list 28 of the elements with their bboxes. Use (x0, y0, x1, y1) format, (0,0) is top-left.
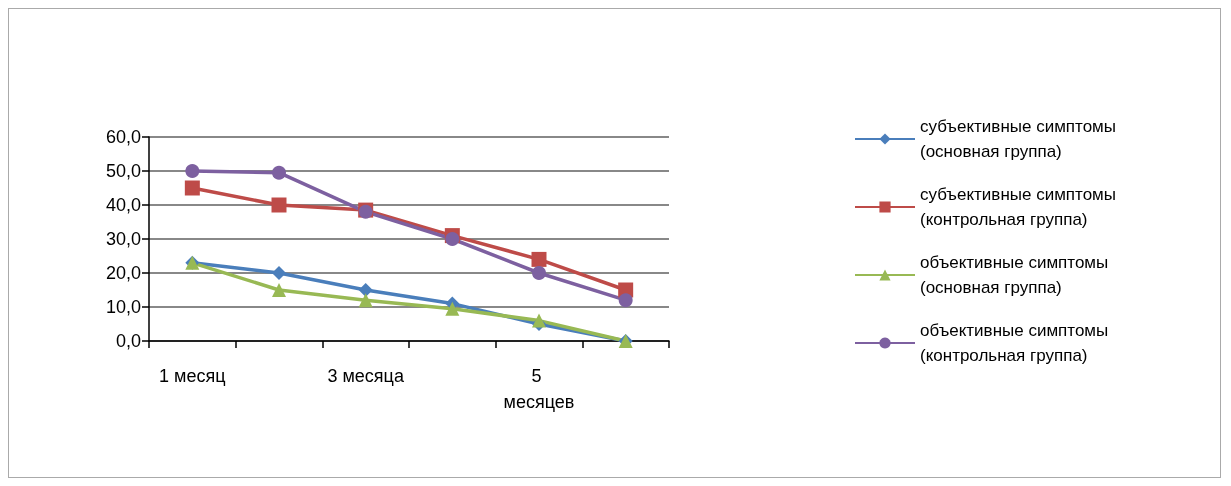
y-tick-label: 10,0 (105, 297, 141, 317)
point (358, 283, 373, 297)
point (445, 301, 460, 316)
y-tick-label: 20,0 (105, 263, 141, 283)
point (445, 232, 460, 246)
y-tick-label: 40,0 (105, 195, 141, 215)
point (531, 251, 547, 267)
legend-label: субъективные симптомы (основная группа) (920, 117, 1117, 161)
x-tick-label: 3 месяца (327, 366, 405, 386)
x-tick-label: 5 месяцев (503, 366, 575, 412)
y-tick-label: 30,0 (105, 229, 141, 249)
legend-label: объективные симптомы (основная группа) (920, 253, 1109, 297)
point (618, 293, 633, 308)
legend-label: субъективные симптомы (контрольная группа) (920, 185, 1117, 229)
point (184, 180, 200, 196)
point (272, 165, 286, 180)
point (272, 266, 286, 280)
y-tick-label: 60,0 (105, 127, 141, 147)
x-tick-label: 1 месяц (159, 366, 226, 386)
point (358, 293, 373, 308)
point (185, 164, 200, 178)
point (532, 266, 546, 280)
point (272, 283, 286, 297)
point (271, 197, 287, 213)
point (532, 313, 546, 328)
y-tick-label: 0,0 (115, 331, 141, 351)
legend-label: объективные симптомы (контрольная группа) (920, 321, 1109, 365)
y-tick-label: 50,0 (105, 161, 141, 181)
